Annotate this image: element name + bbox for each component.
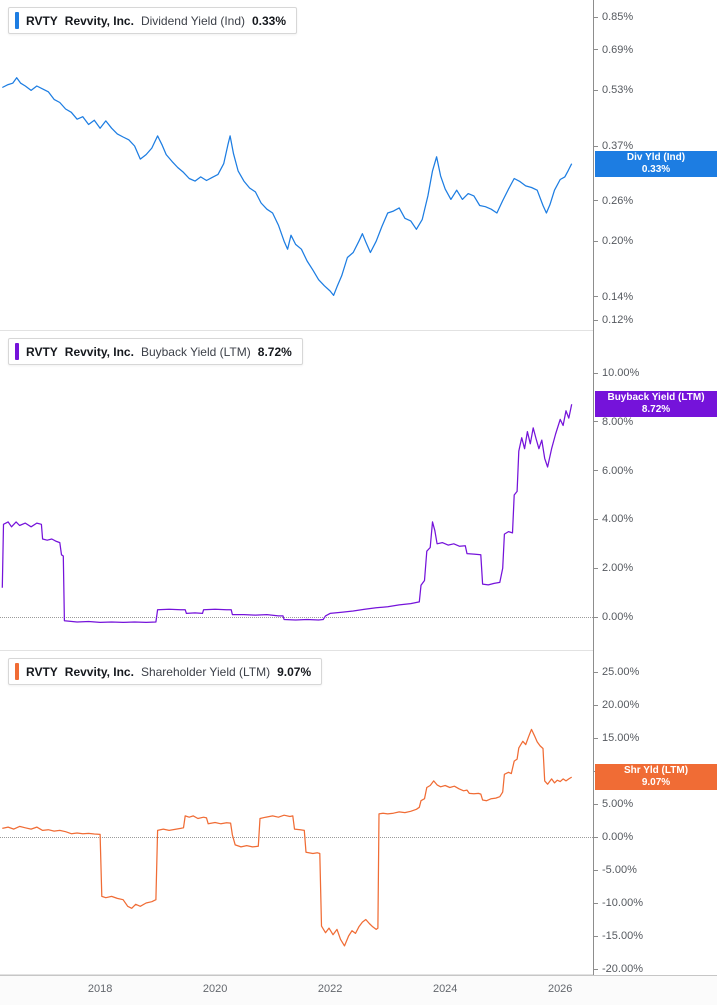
- x-tick-label: 2026: [547, 983, 573, 995]
- y-tick-label: 20.00%: [594, 699, 639, 711]
- y-tick-label: 0.69%: [594, 44, 633, 56]
- legend-chip-shareholder-yield[interactable]: RVTY Revvity, Inc. Shareholder Yield (LT…: [8, 658, 323, 685]
- x-tick-label: 2018: [87, 983, 113, 995]
- legend-chip-dividend-yield[interactable]: RVTY Revvity, Inc. Dividend Yield (Ind) …: [8, 7, 298, 34]
- y-tick-label: 0.12%: [594, 314, 633, 326]
- tick-mark: [594, 200, 598, 202]
- y-tick-label: 0.00%: [594, 611, 633, 623]
- price-label-title: Div Yld (Ind): [626, 151, 686, 163]
- tick-mark: [594, 737, 598, 739]
- y-tick-label: 15.00%: [594, 732, 639, 744]
- y-tick-label: -10.00%: [594, 897, 643, 909]
- price-label-value: 9.07%: [641, 777, 671, 789]
- legend-color-bar: [15, 663, 19, 680]
- y-tick-label: -20.00%: [594, 963, 643, 975]
- y-tick-label: 0.00%: [594, 831, 633, 843]
- x-tick-label: 2024: [432, 983, 458, 995]
- zero-gridline: [0, 837, 593, 838]
- y-tick-label: 0.53%: [594, 84, 633, 96]
- legend-company-name: Revvity, Inc.: [64, 13, 134, 28]
- tick-mark: [594, 567, 598, 569]
- price-label-1: Div Yld (Ind) 0.33%: [595, 150, 717, 177]
- x-tick-label: 2022: [317, 983, 343, 995]
- time-axis: 2018 2020 2022 2024 2026: [0, 975, 717, 1005]
- legend-metric: Buyback Yield (LTM): [140, 344, 251, 359]
- y-tick-label: 2.00%: [594, 562, 633, 574]
- tick-mark: [594, 421, 598, 423]
- tick-mark: [594, 240, 598, 242]
- series-line: [2, 77, 573, 297]
- price-label-2: Buyback Yield (LTM) 8.72%: [595, 391, 717, 418]
- y-tick-label: 0.20%: [594, 235, 633, 247]
- y-tick-label: 25.00%: [594, 666, 639, 678]
- tick-mark: [594, 296, 598, 297]
- legend-company-name: Revvity, Inc.: [64, 664, 134, 679]
- tick-mark: [594, 935, 598, 937]
- tick-mark: [594, 869, 598, 871]
- tick-mark: [594, 803, 598, 805]
- panel-1: RVTY Revvity, Inc. Dividend Yield (Ind) …: [0, 0, 593, 331]
- zero-gridline: [0, 617, 593, 619]
- tick-mark: [594, 836, 598, 838]
- legend-chip-buyback-yield[interactable]: RVTY Revvity, Inc. Buyback Yield (LTM) 8…: [8, 338, 303, 365]
- price-label-value: 8.72%: [641, 404, 671, 416]
- tick-mark: [594, 319, 598, 321]
- tick-mark: [594, 616, 598, 618]
- price-label-title: Buyback Yield (LTM): [607, 392, 705, 404]
- legend-ticker: RVTY: [26, 664, 58, 679]
- chart-canvas-3[interactable]: [0, 651, 593, 975]
- legend-color-bar: [15, 343, 19, 360]
- price-label-title: Shr Yld (LTM): [623, 765, 689, 777]
- legend-company-name: Revvity, Inc.: [64, 344, 134, 359]
- tick-mark: [594, 145, 598, 147]
- tick-mark: [594, 89, 598, 91]
- y-tick-label: 10.00%: [594, 367, 639, 379]
- tick-mark: [594, 671, 598, 673]
- legend-color-bar: [15, 12, 19, 29]
- tick-mark: [594, 902, 598, 904]
- y-tick-label: 0.14%: [594, 291, 633, 303]
- y-tick-label: 0.26%: [594, 195, 633, 207]
- chart-canvas-2[interactable]: [0, 331, 593, 651]
- legend-value: 0.33%: [252, 13, 287, 28]
- y-tick-label: -15.00%: [594, 930, 643, 942]
- legend-value: 8.72%: [257, 344, 292, 359]
- legend-ticker: RVTY: [26, 344, 58, 359]
- legend-ticker: RVTY: [26, 13, 58, 28]
- panel-3: RVTY Revvity, Inc. Shareholder Yield (LT…: [0, 651, 593, 975]
- y-tick-label: 0.37%: [594, 140, 633, 152]
- legend-metric: Dividend Yield (Ind): [140, 13, 245, 28]
- legend-metric: Shareholder Yield (LTM): [140, 664, 271, 679]
- tick-mark: [594, 968, 598, 970]
- chart-canvas-1[interactable]: [0, 0, 593, 331]
- tick-mark: [594, 704, 598, 706]
- tick-mark: [594, 372, 598, 374]
- tick-mark: [594, 470, 598, 472]
- tick-mark: [594, 518, 598, 520]
- price-axis: 0.85% 0.69% 0.53% 0.37% 0.26% 0.20% 0.14% 0.12%…: [593, 0, 717, 975]
- panel-2: RVTY Revvity, Inc. Buyback Yield (LTM) 8…: [0, 331, 593, 651]
- tick-mark: [594, 49, 598, 50]
- series-line: [1, 404, 573, 624]
- y-tick-label: 5.00%: [594, 798, 633, 810]
- price-label-3: Shr Yld (LTM) 9.07%: [595, 764, 717, 791]
- tick-mark: [594, 16, 598, 18]
- y-tick-label: 0.85%: [594, 11, 633, 23]
- legend-value: 9.07%: [277, 664, 312, 679]
- y-tick-label: 4.00%: [594, 513, 633, 525]
- y-tick-label: 8.00%: [594, 416, 633, 428]
- series-line: [2, 728, 573, 947]
- x-tick-label: 2020: [202, 983, 228, 995]
- y-tick-label: 6.00%: [594, 465, 633, 477]
- price-label-value: 0.33%: [641, 163, 671, 175]
- y-tick-label: -5.00%: [594, 864, 637, 876]
